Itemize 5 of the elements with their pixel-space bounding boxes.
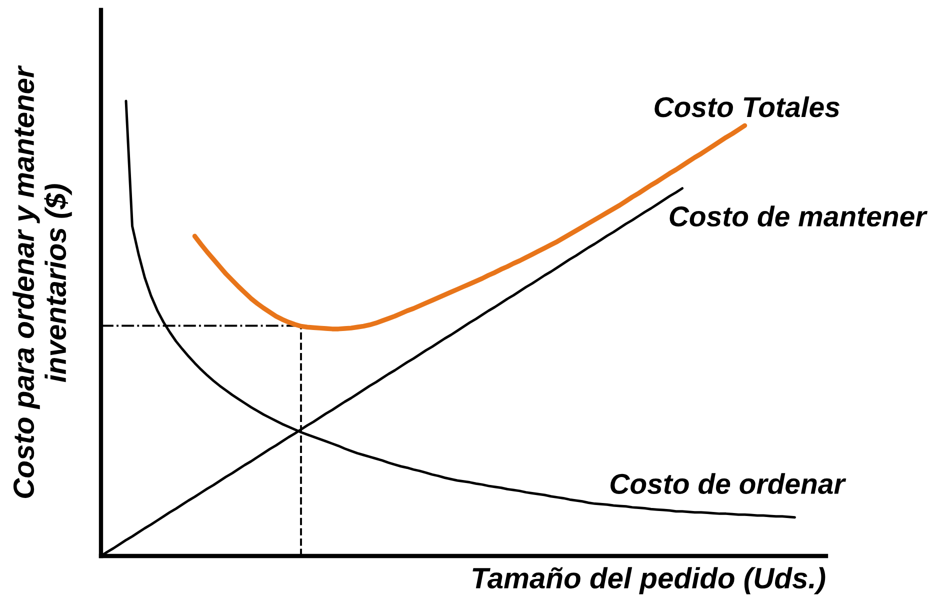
y-axis-title: Costo para ordenar y mantener inventarios ($): [12, 65, 72, 498]
series-label: Costo de mantener: [670, 206, 928, 227]
series-label: Costo Totales: [654, 96, 840, 118]
series-label: Costo de ordenar: [610, 473, 846, 494]
x-axis-title: Tamaño del pedido (Uds.): [472, 567, 826, 594]
